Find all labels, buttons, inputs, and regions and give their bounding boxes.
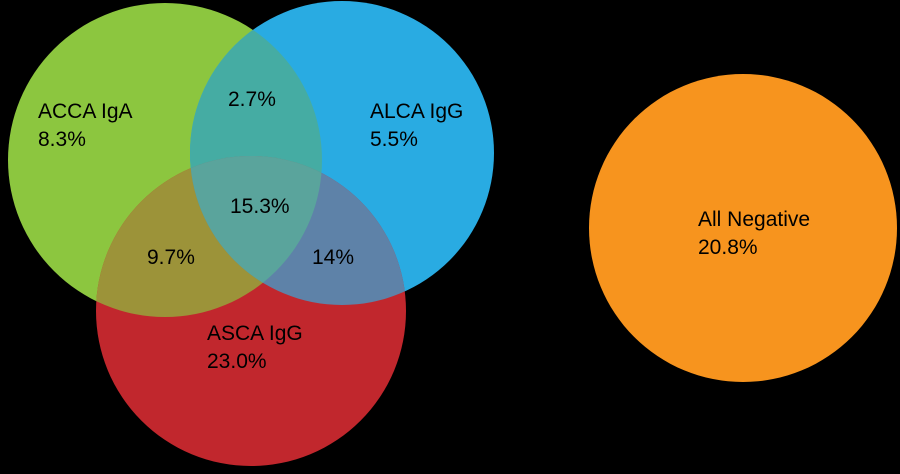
alca-asca-overlap-region [190, 156, 406, 305]
alca-asca-overlap-label: 14% [312, 246, 355, 269]
acca-label: ACCA IgA 8.3% [38, 98, 133, 154]
all-negative-circle [589, 74, 897, 382]
acca-asca-overlap-label: 9.7% [147, 246, 195, 269]
alca-label-name: ALCA IgG [370, 100, 464, 123]
alca-label: ALCA IgG 5.5% [370, 98, 463, 154]
acca-alca-overlap-label: 2.7% [228, 88, 276, 111]
asca-label: ASCA IgG 23.0% [207, 320, 303, 376]
asca-label-pct: 23.0% [207, 350, 267, 373]
all-negative-label-pct: 20.8% [698, 236, 758, 259]
acca-label-name: ACCA IgA [38, 100, 133, 123]
asca-label-name: ASCA IgG [207, 322, 303, 345]
alca-label-pct: 5.5% [370, 128, 418, 151]
all-negative-label: All Negative 20.8% [698, 206, 810, 262]
all-negative-label-name: All Negative [698, 208, 811, 231]
acca-label-pct: 8.3% [38, 128, 86, 151]
triple-overlap-label: 15.3% [230, 195, 290, 218]
